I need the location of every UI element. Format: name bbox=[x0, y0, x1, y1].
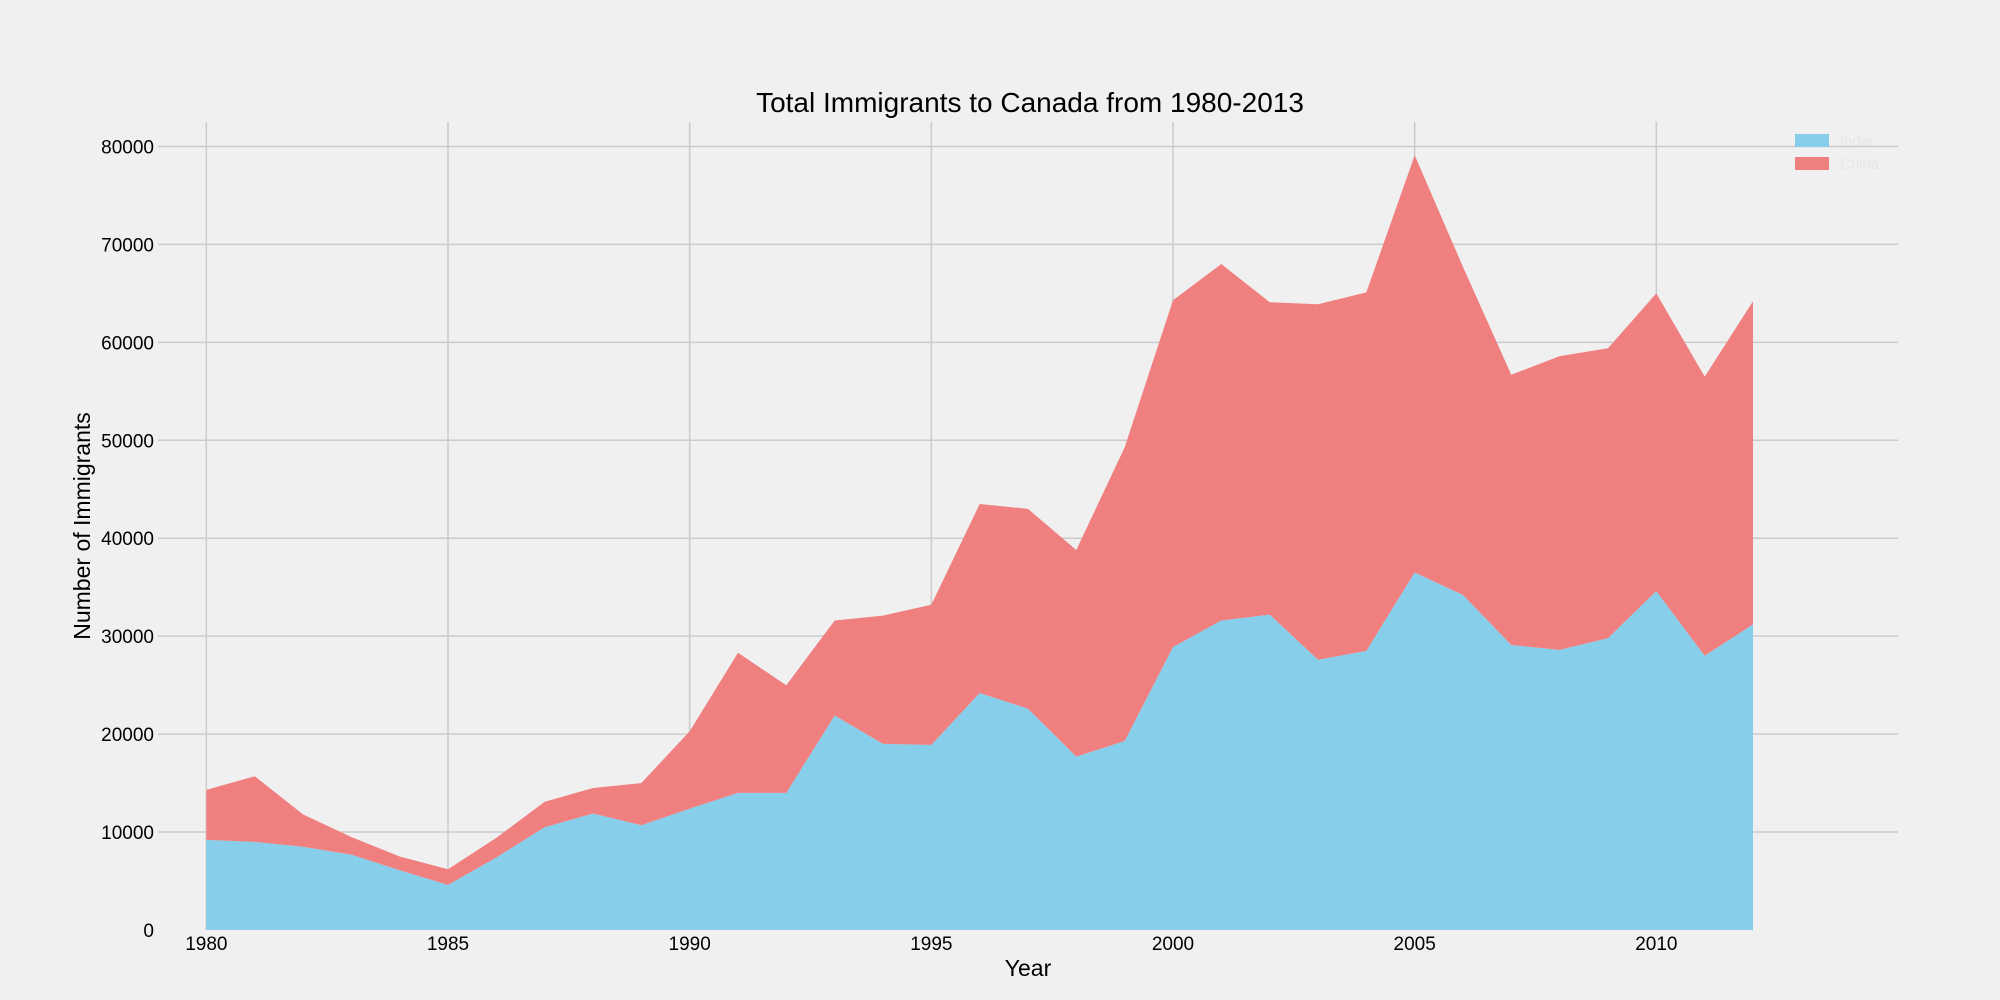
y-tick-label: 20000 bbox=[101, 725, 154, 746]
chart-title: Total Immigrants to Canada from 1980-201… bbox=[756, 87, 1304, 118]
area-series-india bbox=[206, 572, 1753, 930]
x-tick-label: 1995 bbox=[910, 934, 952, 955]
x-tick-label: 2000 bbox=[1152, 934, 1194, 955]
y-tick-label: 70000 bbox=[101, 235, 154, 256]
legend-swatch-india bbox=[1795, 134, 1829, 147]
plot-areas bbox=[206, 155, 1753, 930]
area-series-china bbox=[206, 155, 1753, 885]
y-tick-label: 30000 bbox=[101, 627, 154, 648]
tick-labels: 1980 1985 1990 1995 2000 2005 2010 0 10000 20000 3… bbox=[101, 137, 1677, 955]
y-tick-label: 80000 bbox=[101, 137, 154, 158]
legend-label-india: India bbox=[1840, 133, 1873, 150]
x-tick-label: 2010 bbox=[1635, 934, 1677, 955]
y-tick-label: 50000 bbox=[101, 431, 154, 452]
x-axis-title: Year bbox=[1005, 955, 1052, 981]
legend-swatch-china bbox=[1795, 157, 1829, 170]
x-tick-label: 1985 bbox=[427, 934, 469, 955]
legend-label-china: China bbox=[1840, 156, 1880, 173]
y-tick-label: 40000 bbox=[101, 529, 154, 550]
y-axis-title: Number of Immigrants bbox=[69, 412, 95, 640]
legend: India China bbox=[1795, 133, 1880, 173]
y-tick-label: 60000 bbox=[101, 333, 154, 354]
y-tick-label: 0 bbox=[143, 921, 154, 942]
x-tick-label: 1980 bbox=[185, 934, 227, 955]
x-tick-label: 1990 bbox=[669, 934, 711, 955]
y-tick-label: 10000 bbox=[101, 823, 154, 844]
x-tick-label: 2005 bbox=[1394, 934, 1436, 955]
